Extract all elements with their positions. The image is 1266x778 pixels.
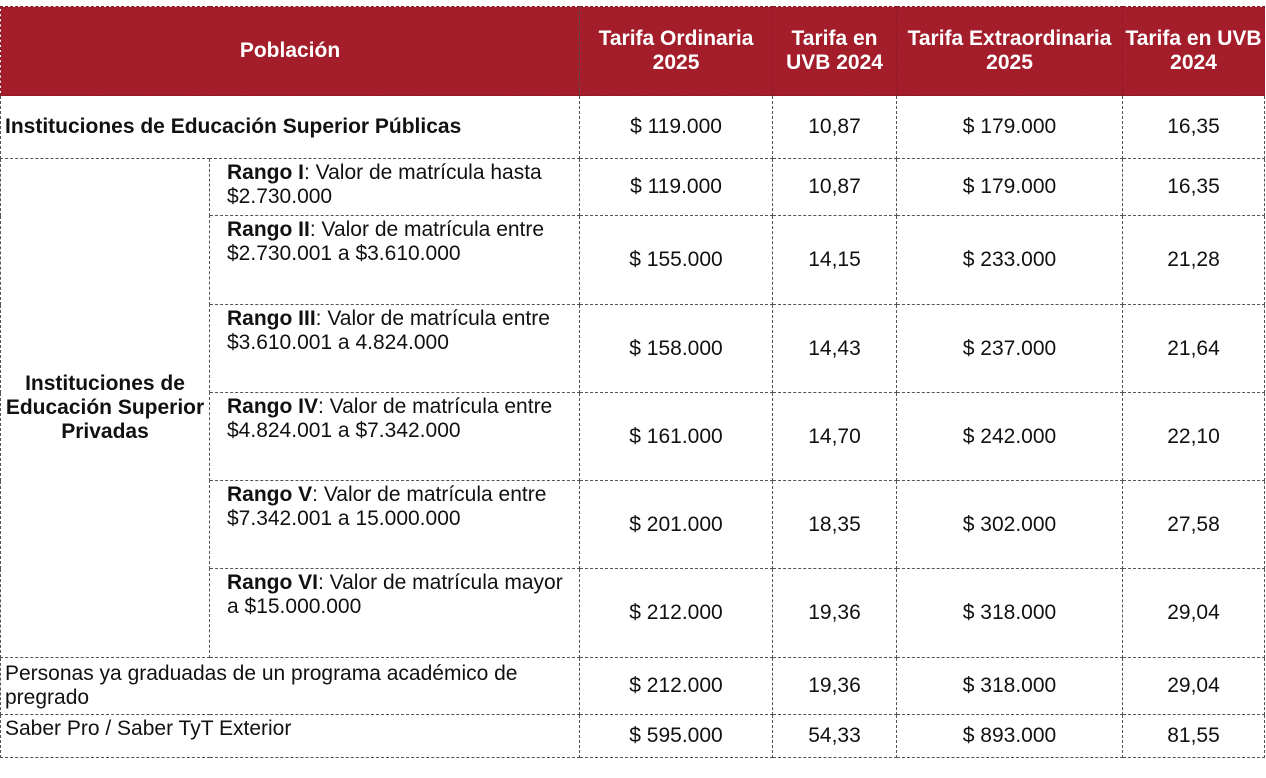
cell-extraordinaria: $ 237.000 [896,304,1124,393]
range-name: Rango V [227,483,313,506]
header-tarifa-ordinaria: Tarifa Ordinaria 2025 [579,6,774,96]
cell-uvb-ordinaria: 10,87 [772,158,898,216]
range-name: Rango IV [227,395,319,418]
cell-uvb-ordinaria: 19,36 [772,568,898,658]
table-header-row: Población Tarifa Ordinaria 2025 Tarifa e… [0,6,1266,96]
cell-ordinaria: $ 119.000 [579,158,774,216]
cell-uvb-ordinaria: 14,15 [772,215,898,305]
cell-extraordinaria: $ 242.000 [896,392,1124,481]
cell-uvb-extraordinaria: 27,58 [1122,480,1266,569]
range-name: Rango II [227,218,310,241]
cell-uvb-extraordinaria: 21,28 [1122,215,1266,305]
cell-uvb-extraordinaria: 16,35 [1122,95,1266,159]
range-desc: : Valor de matrícula entre $3.610.001 a … [227,307,550,354]
range-name: Rango VI [227,571,319,594]
row-label-publicas: Instituciones de Educación Superior Públ… [0,95,581,159]
cell-uvb-ordinaria: 10,87 [772,95,898,159]
privadas-label-text: Instituciones de Educación Superior Priv… [5,372,205,443]
row-label-privadas: Instituciones de Educación Superior Priv… [0,158,210,658]
table-row-publicas: Instituciones de Educación Superior Públ… [0,95,1266,159]
table-row-exterior: Saber Pro / Saber TyT Exterior $ 595.000… [0,714,1266,758]
table-row-rango-6: Rango VI: Valor de matrícula mayor a $15… [1,568,1266,658]
range-name: Rango III [227,307,316,330]
range-description: Rango I: Valor de matrícula hasta $2.730… [208,158,581,216]
cell-extraordinaria: $ 318.000 [896,657,1124,715]
cell-extraordinaria: $ 893.000 [896,714,1124,758]
cell-ordinaria: $ 595.000 [579,714,774,758]
cell-uvb-ordinaria: 14,70 [772,392,898,481]
cell-uvb-ordinaria: 19,36 [772,657,898,715]
cell-uvb-extraordinaria: 21,64 [1122,304,1266,393]
range-description: Rango II: Valor de matrícula entre $2.73… [208,215,581,305]
header-tarifa-uvb-ordinaria: Tarifa en UVB 2024 [772,6,898,96]
range-desc: : Valor de matrícula entre $4.824.001 a … [227,395,553,442]
header-tarifa-extraordinaria: Tarifa Extraordinaria 2025 [896,6,1124,96]
range-description: Rango V: Valor de matrícula entre $7.342… [208,480,581,569]
cell-uvb-extraordinaria: 81,55 [1122,714,1266,758]
cell-uvb-extraordinaria: 22,10 [1122,392,1266,481]
cell-ordinaria: $ 155.000 [579,215,774,305]
header-poblacion: Población [0,6,581,96]
range-description: Rango IV: Valor de matrícula entre $4.82… [208,392,581,481]
range-name: Rango I [227,161,304,184]
cell-uvb-ordinaria: 54,33 [772,714,898,758]
cell-ordinaria: $ 161.000 [579,392,774,481]
cell-ordinaria: $ 119.000 [579,95,774,159]
row-label-exterior: Saber Pro / Saber TyT Exterior [0,714,581,758]
cell-extraordinaria: $ 179.000 [896,158,1124,216]
tarifas-table-container: Población Tarifa Ordinaria 2025 Tarifa e… [0,6,1266,758]
cell-ordinaria: $ 201.000 [579,480,774,569]
range-description: Rango III: Valor de matrícula entre $3.6… [208,304,581,393]
cell-extraordinaria: $ 318.000 [896,568,1124,658]
table-row-graduados: Personas ya graduadas de un programa aca… [0,657,1266,715]
table-row-rango-3: Rango III: Valor de matrícula entre $3.6… [1,304,1266,393]
cell-uvb-extraordinaria: 29,04 [1122,568,1266,658]
cell-uvb-extraordinaria: 16,35 [1122,158,1266,216]
range-desc: : Valor de matrícula entre $7.342.001 a … [227,483,547,530]
cell-extraordinaria: $ 302.000 [896,480,1124,569]
table-row-rango-1: Instituciones de Educación Superior Priv… [0,158,1266,658]
cell-uvb-ordinaria: 18,35 [772,480,898,569]
table-row-rango-4: Rango IV: Valor de matrícula entre $4.82… [1,392,1266,481]
range-desc: : Valor de matrícula entre $2.730.001 a … [227,218,545,265]
cell-uvb-extraordinaria: 29,04 [1122,657,1266,715]
table-row-rango-2: Rango II: Valor de matrícula entre $2.73… [1,215,1266,305]
row-label-graduados: Personas ya graduadas de un programa aca… [0,657,581,715]
cell-uvb-ordinaria: 14,43 [772,304,898,393]
cell-ordinaria: $ 212.000 [579,657,774,715]
range-description: Rango VI: Valor de matrícula mayor a $15… [208,568,581,658]
range-desc: : Valor de matrícula hasta $2.730.000 [227,161,542,208]
cell-ordinaria: $ 212.000 [579,568,774,658]
header-tarifa-uvb-extraordinaria: Tarifa en UVB 2024 [1122,6,1266,96]
cell-ordinaria: $ 158.000 [579,304,774,393]
cell-extraordinaria: $ 233.000 [896,215,1124,305]
cell-extraordinaria: $ 179.000 [896,95,1124,159]
range-desc: : Valor de matrícula mayor a $15.000.000 [227,571,563,618]
tarifas-table: Población Tarifa Ordinaria 2025 Tarifa e… [0,6,1266,758]
